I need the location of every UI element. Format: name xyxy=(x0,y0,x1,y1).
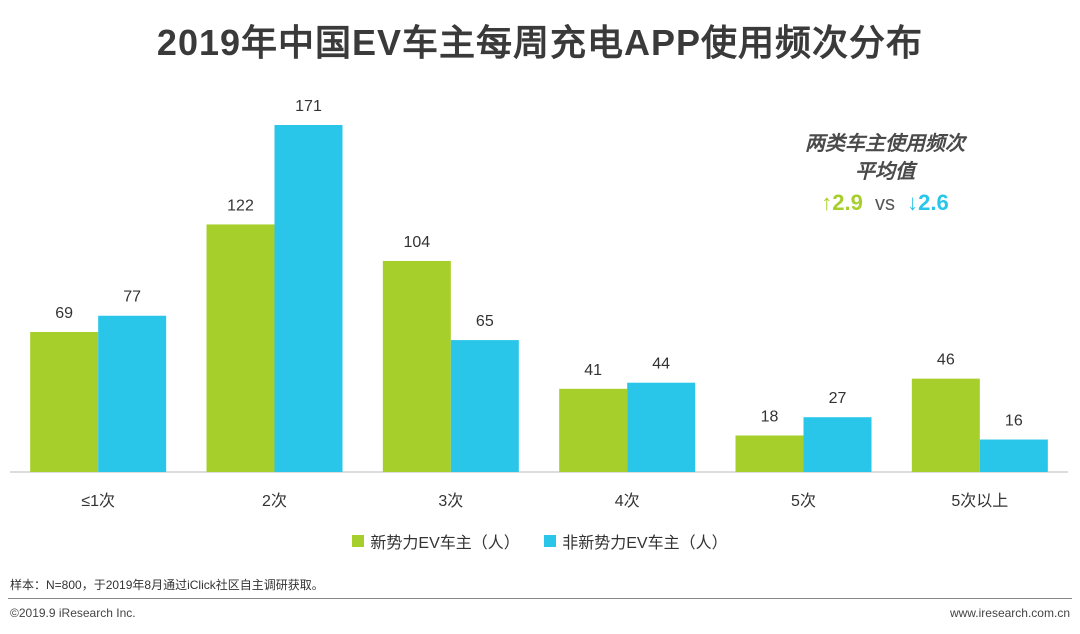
bar-new-5 xyxy=(911,378,980,472)
legend-swatch-new xyxy=(352,535,365,547)
category-label-5: 5次以上 xyxy=(951,492,1008,510)
category-label-4: 5次 xyxy=(791,492,816,510)
category-label-1: 2次 xyxy=(262,492,287,510)
bar-other-5 xyxy=(979,439,1048,472)
down-arrow-icon: ↓ xyxy=(907,190,919,215)
up-arrow-icon: ↑ xyxy=(821,190,833,215)
value-label-new-4: 18 xyxy=(761,408,779,425)
value-label-new-1: 122 xyxy=(227,197,254,214)
bar-new-3 xyxy=(559,388,628,472)
legend-label-new: 新势力EV车主（人） xyxy=(370,535,520,552)
value-label-other-3: 44 xyxy=(652,356,670,373)
category-label-2: 3次 xyxy=(438,492,463,510)
chart-title: 2019年中国EV车主每周充电APP使用频次分布 xyxy=(156,22,924,63)
website: www.iresearch.com.cn xyxy=(949,606,1070,620)
value-label-other-1: 171 xyxy=(295,98,322,115)
bar-other-3 xyxy=(627,382,696,472)
value-label-other-2: 65 xyxy=(476,313,494,330)
value-label-new-2: 104 xyxy=(403,234,430,251)
legend-label-other: 非新势力EV车主（人） xyxy=(562,535,728,552)
legend-item-other: 非新势力EV车主（人） xyxy=(544,529,728,553)
bar-other-1 xyxy=(274,125,343,472)
value-label-new-3: 41 xyxy=(584,362,602,379)
bar-other-4 xyxy=(803,417,872,472)
average-other-value: 2.6 xyxy=(918,190,949,215)
bar-other-0 xyxy=(98,315,167,472)
vs-label: vs xyxy=(875,193,895,215)
value-label-other-4: 27 xyxy=(829,390,847,407)
category-label-3: 4次 xyxy=(615,492,640,510)
bar-other-2 xyxy=(450,340,519,472)
bar-new-4 xyxy=(735,435,804,472)
average-new-value: 2.9 xyxy=(832,190,863,215)
legend-item-new: 新势力EV车主（人） xyxy=(352,529,520,553)
copyright: ©2019.9 iResearch Inc. xyxy=(10,606,136,620)
average-values: ↑2.9 vs ↓2.6 xyxy=(770,186,1000,221)
bar-new-1 xyxy=(206,224,275,472)
average-annotation: 两类车主使用频次 平均值 ↑2.9 vs ↓2.6 xyxy=(770,130,1000,221)
average-annotation-line1: 两类车主使用频次 xyxy=(805,133,965,155)
footer-divider xyxy=(8,598,1072,599)
average-annotation-line2: 平均值 xyxy=(855,161,915,183)
value-label-new-5: 46 xyxy=(937,352,955,369)
category-label-0: ≤1次 xyxy=(81,492,115,510)
legend: 新势力EV车主（人） 非新势力EV车主（人） xyxy=(0,529,1080,553)
value-label-other-5: 16 xyxy=(1005,413,1023,430)
bar-new-2 xyxy=(382,260,451,472)
bar-chart: 69 77 ≤1次 122 171 2次 104 65 3次 41 44 4次 18 27 5次 46 16 5次… xyxy=(10,98,1068,510)
value-label-other-0: 77 xyxy=(123,289,141,306)
legend-swatch-other xyxy=(544,535,557,547)
value-label-new-0: 69 xyxy=(55,305,73,322)
sample-note: 样本：N=800，于2019年8月通过iClick社区自主调研获取。 xyxy=(10,578,324,592)
bar-new-0 xyxy=(30,331,99,472)
